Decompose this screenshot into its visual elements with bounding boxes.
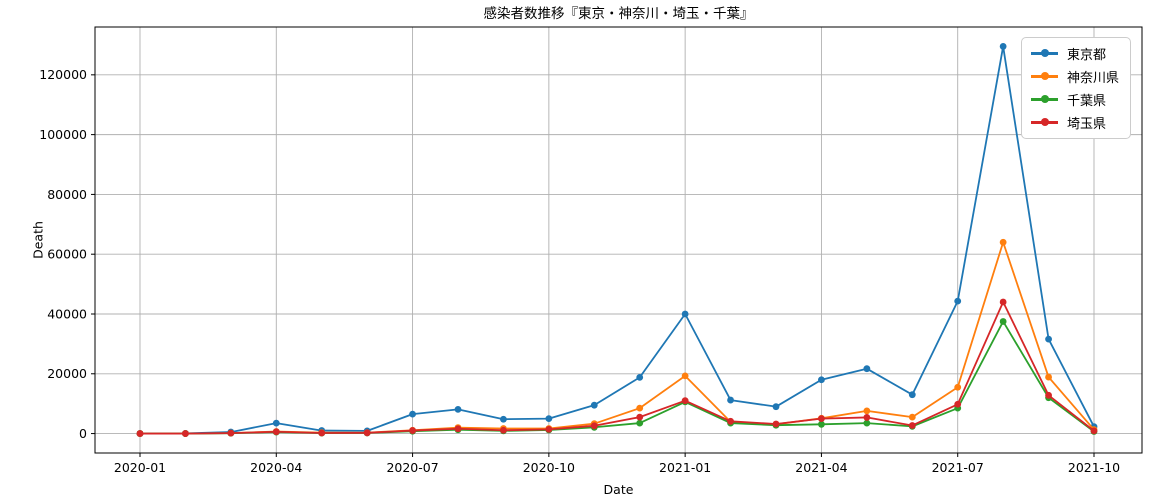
spines bbox=[94, 26, 1143, 454]
legend-label: 埼玉県 bbox=[1067, 117, 1107, 132]
legend-item-0: 東京都 bbox=[1031, 45, 1119, 63]
x-tick-label: 2021-01 bbox=[659, 460, 711, 475]
y-tick-label: 0 bbox=[79, 426, 87, 441]
x-tick-label: 2021-04 bbox=[795, 460, 847, 475]
y-axis-ticks: 0 20000 40000 60000 80000 100000 120000 bbox=[39, 67, 95, 441]
series-0 bbox=[136, 43, 1098, 437]
legend-line-marker-icon bbox=[1031, 49, 1058, 58]
chart-title: 感染者数推移『東京・神奈川・埼玉・千葉』 bbox=[483, 6, 754, 22]
y-axis-label: Death bbox=[30, 221, 46, 259]
legend: 東京都神奈川県千葉県埼玉県 bbox=[1021, 37, 1132, 139]
x-axis-label: Date bbox=[603, 482, 634, 497]
x-tick-label: 2020-01 bbox=[114, 460, 166, 475]
x-tick-label: 2021-07 bbox=[932, 460, 984, 475]
x-tick-label: 2021-10 bbox=[1068, 460, 1120, 475]
legend-label: 東京都 bbox=[1067, 48, 1107, 63]
series-3 bbox=[136, 298, 1098, 437]
y-tick-label: 80000 bbox=[47, 187, 87, 202]
legend-label: 千葉県 bbox=[1067, 94, 1107, 109]
legend-line-marker-icon bbox=[1031, 72, 1058, 81]
series-2 bbox=[136, 318, 1098, 437]
y-tick-label: 100000 bbox=[39, 127, 87, 142]
y-tick-label: 60000 bbox=[47, 247, 87, 262]
legend-item-1: 神奈川県 bbox=[1031, 68, 1120, 86]
x-tick-label: 2020-10 bbox=[523, 460, 575, 475]
legend-item-3: 埼玉県 bbox=[1031, 114, 1119, 132]
y-tick-label: 40000 bbox=[47, 306, 87, 321]
x-tick-label: 2020-07 bbox=[386, 460, 438, 475]
y-tick-label: 120000 bbox=[39, 67, 87, 82]
x-axis-ticks: 2020-01 2020-04 2020-07 2020-10 2021-01 2021-… bbox=[114, 453, 1120, 475]
legend-line-marker-icon bbox=[1031, 118, 1058, 127]
x-tick-label: 2020-04 bbox=[250, 460, 302, 475]
legend-line-marker-icon bbox=[1031, 95, 1058, 104]
legend-item-2: 千葉県 bbox=[1031, 91, 1119, 109]
y-tick-label: 20000 bbox=[47, 366, 87, 381]
legend-label: 神奈川県 bbox=[1067, 71, 1120, 86]
gridlines bbox=[95, 27, 1142, 453]
